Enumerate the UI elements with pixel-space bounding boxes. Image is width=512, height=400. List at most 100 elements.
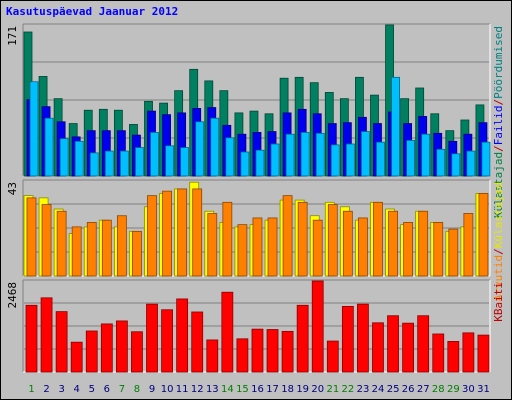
hits-files-visits-bar-k-lastajad-day-19 [300,132,310,177]
visitors-hosts-bar-arvutid-day-12 [192,188,203,277]
kbytes-ymax-label: 2468 [6,282,19,309]
series-label-part: / [492,99,505,106]
hits-files-visits-bar-k-lastajad-day-27 [421,133,431,177]
visitors-hosts-bar-arvutid-day-22 [342,210,353,277]
x-tick-label-day-14: 14 [221,384,234,395]
kbytes-bar-kbaiti-day-19 [296,304,309,373]
x-tick-label-day-31: 31 [477,384,490,395]
x-tick-label-day-7: 7 [119,384,125,395]
kbytes-bar-kbaiti-day-5 [85,330,98,373]
kbytes-bar-kbaiti-day-28 [432,333,445,373]
kbytes-bar-kbaiti-day-26 [402,322,415,373]
hits-files-visits-bar-k-lastajad-day-20 [315,132,325,177]
series-label-part: KBaiti [492,282,505,322]
chart-title: Kasutuspäevad Jaanuar 2012 [6,5,179,18]
visitors-hosts-bar-arvutid-day-14 [222,201,233,277]
x-tick-label-day-24: 24 [372,384,385,395]
x-tick-label-day-27: 27 [417,384,430,395]
kbytes-bar-kbaiti-day-10 [161,309,173,373]
kbytes-bar-kbaiti-day-8 [131,331,143,373]
kbytes-bar-kbaiti-day-25 [387,315,399,373]
visitors-hosts-bar-arvutid-day-10 [162,190,172,277]
kbytes-series-label: KBaiti [492,282,505,322]
kbytes-bar-kbaiti-day-15 [236,338,249,373]
hits-files-visits-series-label: Külastajad/Failid/Pöördumised [492,26,505,218]
hits-files-visits-bar-k-lastajad-day-30 [466,150,476,177]
kbytes-bar-kbaiti-day-17 [266,329,279,373]
x-tick-label-day-21: 21 [326,384,339,395]
series-label-part: / [492,248,505,255]
kbytes-bar-kbaiti-day-18 [281,330,294,373]
series-label-part: Külastajad [492,182,505,248]
visitors-hosts-ymax-label: 43 [6,182,19,195]
visitors-hosts-bar-arvutid-day-16 [252,217,263,277]
x-tick-label-day-9: 9 [149,384,155,395]
hits-files-visits-bar-k-lastajad-day-13 [210,117,220,177]
series-label-part: Külastajad [492,152,505,218]
hits-files-visits-bar-k-lastajad-day-23 [361,131,370,177]
visitors-hosts-bar-arvutid-day-19 [297,201,308,277]
hits-files-visits-bar-k-lastajad-day-11 [180,147,190,177]
series-label-part: Pöördumised [492,26,505,99]
visitors-hosts-bar-arvutid-day-30 [463,213,474,277]
hits-files-visits-bar-k-lastajad-day-5 [89,152,99,177]
hits-files-visits-bar-k-lastajad-day-24 [376,141,385,177]
kbytes-bar-kbaiti-day-3 [55,311,68,373]
kbytes-bar-kbaiti-day-22 [341,305,354,373]
visitors-hosts-bar-arvutid-day-26 [403,222,414,277]
x-tick-label-day-6: 6 [104,384,110,395]
kbytes-bar-kbaiti-day-6 [100,323,113,373]
visitors-hosts-bar-arvutid-day-6 [101,219,112,277]
kbytes-bar-kbaiti-day-29 [447,341,460,373]
x-tick-label-day-29: 29 [447,384,460,395]
x-tick-label-day-13: 13 [206,384,219,395]
series-label-part: Failid [492,105,505,145]
x-tick-label-day-8: 8 [134,384,140,395]
kbytes-bar-kbaiti-day-27 [417,315,430,373]
visitors-hosts-bar-arvutid-day-31 [478,192,489,277]
visitors-hosts-bar-arvutid-day-13 [207,213,218,277]
x-tick-label-day-30: 30 [462,384,475,395]
kbytes-bar-kbaiti-day-1 [25,304,38,373]
visitors-hosts-bar-arvutid-day-5 [86,222,97,277]
hits-files-visits-bar-k-lastajad-day-2 [44,117,54,177]
x-tick-label-day-19: 19 [296,384,309,395]
kbytes-bar-kbaiti-day-9 [146,303,158,373]
hits-files-visits-bar-k-lastajad-day-28 [436,148,446,177]
x-tick-label-day-2: 2 [43,384,49,395]
x-tick-label-day-26: 26 [402,384,415,395]
kbytes-bar-kbaiti-day-21 [326,340,339,373]
x-tick-label-day-5: 5 [89,384,95,395]
hits-files-visits-bar-k-lastajad-day-6 [104,150,114,177]
hits-files-visits-bar-k-lastajad-day-16 [255,149,265,177]
kbytes-bar-kbaiti-day-12 [191,311,204,373]
x-tick-label-day-11: 11 [176,384,189,395]
visitors-hosts-bar-arvutid-day-27 [418,210,429,277]
hits-files-visits-bar-k-lastajad-day-21 [330,144,340,177]
visitors-hosts-bar-arvutid-day-11 [177,188,188,277]
hits-files-visits-bar-k-lastajad-day-18 [285,133,295,177]
hits-files-visits-bar-k-lastajad-day-14 [225,137,235,177]
visitors-hosts-bar-arvutid-day-20 [312,219,323,277]
visitors-hosts-bar-arvutid-day-3 [56,210,67,277]
hits-files-visits-bar-k-lastajad-day-3 [59,138,69,177]
x-tick-label-day-12: 12 [191,384,204,395]
kbytes-bar-kbaiti-day-30 [462,332,475,373]
x-tick-label-day-20: 20 [311,384,324,395]
kbytes-bar-kbaiti-day-20 [311,280,324,373]
x-tick-label-day-10: 10 [161,384,174,395]
hits-files-visits-bar-k-lastajad-day-1 [29,81,39,177]
kbytes-bar-kbaiti-day-31 [477,334,490,373]
x-tick-label-day-18: 18 [281,384,294,395]
visitors-hosts-bar-arvutid-day-2 [41,204,52,277]
hits-files-visits-bar-k-lastajad-day-29 [451,153,461,177]
x-tick-label-day-17: 17 [266,384,279,395]
visitors-hosts-bar-arvutid-day-9 [147,195,157,277]
hits-files-visits-bar-k-lastajad-day-4 [74,140,84,177]
hits-files-visits-bar-k-lastajad-day-7 [119,150,129,177]
kbytes-bar-kbaiti-day-16 [251,328,264,373]
x-tick-label-day-16: 16 [251,384,264,395]
visitors-hosts-bar-arvutid-day-1 [26,197,37,277]
kbytes-bar-kbaiti-day-7 [115,320,128,373]
